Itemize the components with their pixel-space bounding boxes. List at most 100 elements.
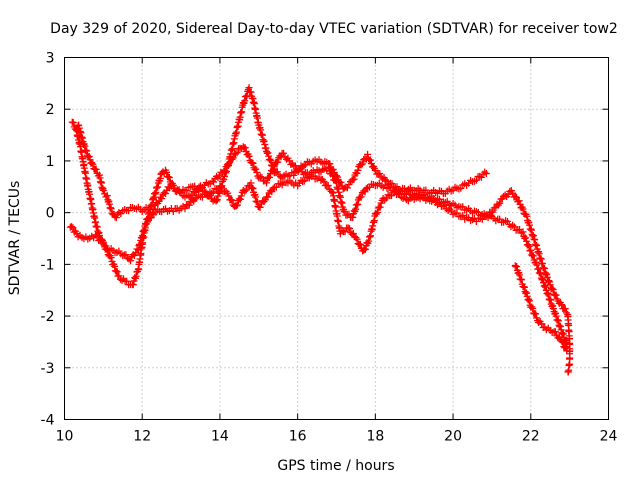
data-point [562, 309, 570, 317]
series-tow2-track-b [74, 84, 490, 222]
data-point [513, 263, 521, 271]
data-point [265, 173, 273, 181]
data-point [242, 186, 250, 194]
data-point [343, 184, 351, 192]
data-point [525, 242, 533, 250]
data-point [300, 162, 308, 170]
data-point [273, 168, 281, 176]
data-point [388, 180, 396, 188]
data-point [482, 170, 490, 178]
data-point [69, 119, 77, 127]
data-point [208, 189, 216, 197]
data-point [372, 210, 380, 218]
data-point [337, 178, 345, 186]
data-point [384, 191, 392, 199]
y-tick-label: 2 [46, 102, 55, 118]
data-point [241, 144, 249, 152]
data-point [353, 169, 361, 177]
data-point [558, 301, 566, 309]
data-point [552, 291, 560, 299]
data-point [544, 291, 552, 299]
data-point [269, 185, 277, 193]
y-tick-label: 3 [46, 51, 55, 67]
y-tick-label: -4 [41, 413, 55, 429]
data-point [100, 241, 108, 249]
data-point [68, 223, 76, 231]
y-tick-label: 1 [46, 154, 55, 170]
data-point [441, 202, 449, 210]
data-point [364, 150, 372, 158]
x-tick-label: 20 [444, 429, 462, 445]
data-point [345, 224, 353, 232]
data-point [533, 261, 541, 269]
data-markers [66, 84, 574, 376]
data-point [210, 178, 218, 186]
data-point [268, 161, 276, 169]
x-tick-label: 16 [289, 429, 307, 445]
data-point [264, 149, 272, 157]
data-point [118, 276, 126, 284]
data-point [233, 149, 241, 157]
data-point [555, 321, 563, 329]
data-point [162, 189, 170, 197]
data-point [396, 190, 404, 198]
series-tow2-track-d [511, 262, 571, 355]
x-tick-label: 12 [133, 429, 151, 445]
data-point [256, 173, 264, 181]
data-point [545, 277, 553, 285]
data-point [549, 286, 557, 294]
data-point [324, 182, 332, 190]
data-point [350, 207, 358, 215]
data-point [103, 246, 111, 254]
data-point [362, 185, 370, 193]
data-point [367, 156, 374, 164]
data-point [525, 297, 533, 305]
data-point [358, 160, 366, 168]
data-point [111, 262, 119, 270]
data-point [564, 368, 572, 376]
data-point [326, 160, 334, 168]
data-point [329, 165, 337, 173]
x-tick-labels: 10 12 14 16 18 20 22 24 [56, 429, 618, 445]
data-point [228, 197, 236, 205]
data-point [266, 155, 274, 163]
data-point [509, 221, 517, 229]
data-point [556, 322, 564, 330]
data-point [88, 159, 96, 167]
y-tick-label: 0 [46, 206, 55, 222]
data-point [225, 192, 233, 200]
data-point [217, 183, 225, 191]
data-point [253, 168, 261, 176]
data-point [113, 268, 121, 276]
data-point [354, 166, 362, 174]
data-point [528, 303, 536, 311]
data-point [274, 158, 282, 166]
data-point [532, 310, 540, 318]
data-point [518, 276, 526, 284]
data-point [107, 254, 115, 262]
data-point [237, 192, 245, 200]
data-point [320, 177, 328, 185]
data-point [537, 270, 545, 278]
data-point [538, 260, 546, 268]
data-point [522, 234, 530, 242]
data-point [334, 173, 342, 181]
data-point [269, 162, 277, 170]
x-tick-label: 14 [211, 429, 229, 445]
data-point [241, 97, 249, 105]
data-point [119, 252, 127, 260]
data-point [99, 186, 107, 194]
data-point [542, 283, 550, 291]
data-point [554, 317, 562, 325]
data-point [523, 292, 531, 300]
data-point [83, 147, 91, 155]
data-point [373, 208, 381, 216]
data-point [227, 196, 235, 204]
data-point [559, 330, 567, 338]
data-point [558, 329, 566, 337]
y-axis-label: SDTVAR / TECUs [7, 181, 23, 296]
data-point [93, 233, 101, 241]
data-point [233, 201, 241, 209]
data-point [357, 161, 365, 169]
data-point [263, 179, 271, 187]
